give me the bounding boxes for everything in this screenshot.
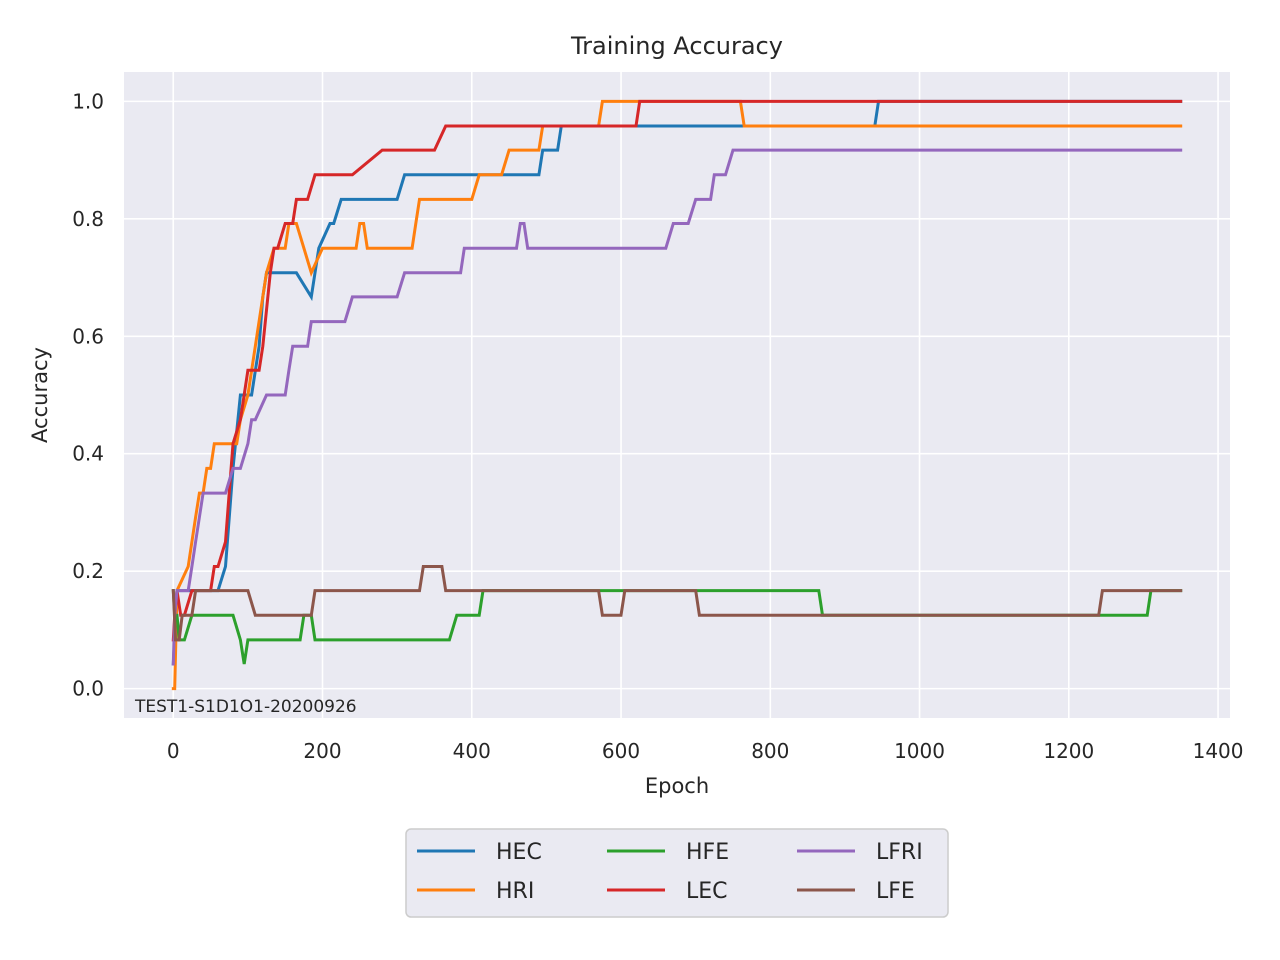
y-tick-label: 1.0 [72, 89, 104, 113]
x-tick-label: 600 [602, 739, 640, 763]
chart-title: Training Accuracy [570, 32, 783, 60]
x-axis-label: Epoch [645, 774, 709, 798]
x-tick-label: 1200 [1043, 739, 1094, 763]
x-tick-label: 1000 [894, 739, 945, 763]
series-lines [171, 99, 1183, 691]
x-tick-label: 800 [751, 739, 789, 763]
x-tick-labels: 0 200 400 600 800 1000 1200 1400 [167, 739, 1244, 763]
y-tick-label: 0.4 [72, 442, 104, 466]
y-tick-label: 0.0 [72, 677, 104, 701]
legend-label-lfe: LFE [876, 879, 915, 904]
legend-label-lfri: LFRI [876, 840, 923, 865]
y-tick-label: 0.2 [72, 559, 104, 583]
y-tick-label: 0.8 [72, 207, 104, 231]
series-line-lfri [171, 148, 1183, 666]
x-tick-label: 400 [453, 739, 491, 763]
plot-background [124, 72, 1230, 718]
legend-box [405, 828, 949, 918]
legend-label-lec: LEC [686, 879, 728, 904]
run-annotation: TEST1-S1D1O1-20200926 [134, 697, 357, 717]
x-tick-label: 200 [303, 739, 341, 763]
legend-label-hec: HEC [496, 840, 542, 865]
legend-label-hri: HRI [496, 879, 534, 904]
legend-label-hfe: HFE [686, 840, 729, 865]
y-axis-label: Accuracy [28, 347, 52, 443]
y-tick-labels: 0.0 0.2 0.4 0.6 0.8 1.0 [72, 89, 104, 700]
y-tick-label: 0.6 [72, 324, 104, 348]
legend: HEC HRI HFE LEC LFRI LFE [405, 828, 949, 918]
series-line-hri [171, 99, 1183, 691]
series-line-hec [171, 99, 1183, 666]
x-tick-label: 0 [167, 739, 180, 763]
series-line-lfe [171, 565, 1183, 642]
series-line-hfe [171, 589, 1183, 665]
x-tick-label: 1400 [1193, 739, 1244, 763]
